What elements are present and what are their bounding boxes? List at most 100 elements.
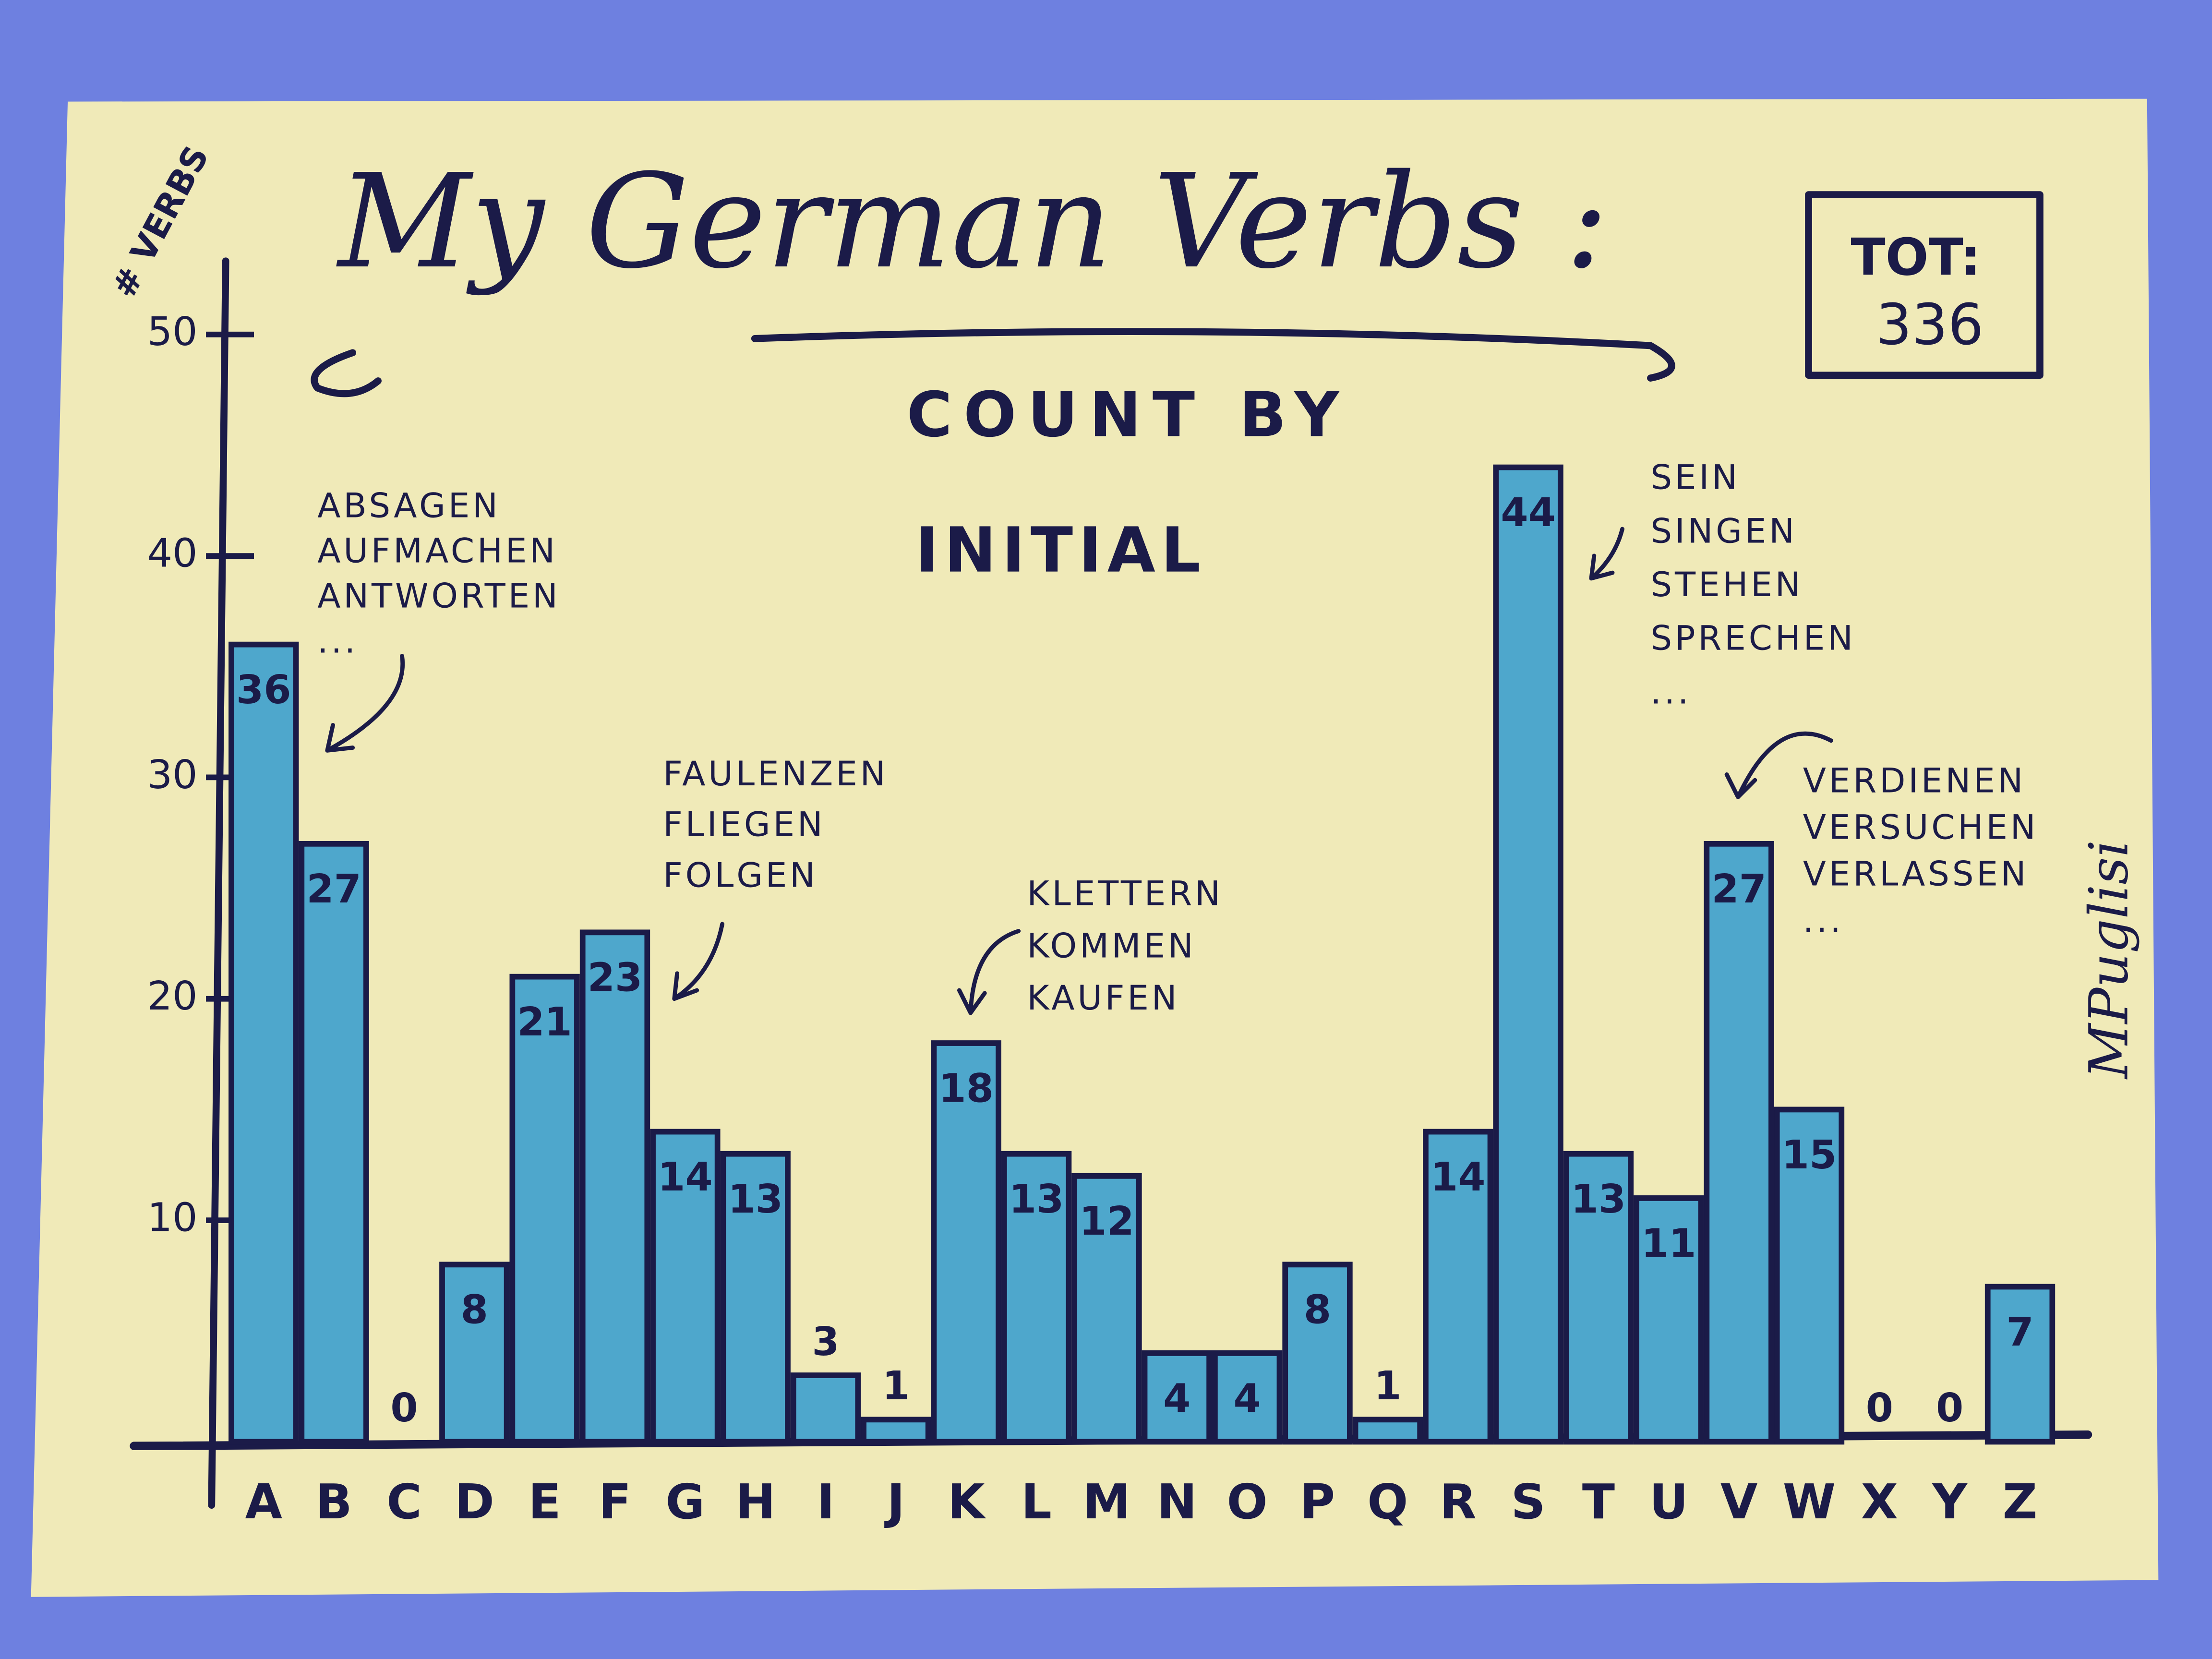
data-label: 13 (1571, 1177, 1626, 1222)
y-tick-label: 50 (147, 309, 198, 355)
x-tick-label: M (1083, 1474, 1130, 1530)
bar (1634, 1195, 1704, 1445)
x-tick-label: V (1720, 1474, 1757, 1530)
annotation-line: ... (1650, 672, 1691, 711)
signature: MPuglisi (2078, 840, 2140, 1080)
data-label: 7 (2006, 1310, 2033, 1355)
data-label: 13 (1009, 1177, 1064, 1222)
bar (1563, 1151, 1634, 1445)
bar (1774, 1106, 1845, 1445)
data-label: 1 (1374, 1363, 1401, 1409)
total-value: 336 (1876, 292, 1984, 358)
data-label: 44 (1501, 490, 1555, 536)
total-box (1805, 191, 2044, 379)
annotation-arrow (957, 929, 1021, 1015)
x-tick-label: E (529, 1474, 561, 1530)
annotation-line: KAUFEN (1027, 978, 1179, 1018)
data-label: 11 (1641, 1221, 1696, 1266)
bar (228, 641, 299, 1445)
data-label: 36 (236, 667, 291, 713)
x-tick-label: Z (2003, 1474, 2037, 1530)
bar (861, 1417, 931, 1445)
data-label: 4 (1234, 1376, 1261, 1421)
annotation-line: FOLGEN (663, 855, 818, 895)
x-tick-label: S (1511, 1474, 1546, 1530)
annotation-line: ANTWORTEN (317, 577, 560, 616)
data-label: 15 (1782, 1132, 1837, 1178)
x-tick-label: O (1227, 1474, 1268, 1530)
bar (1352, 1417, 1423, 1445)
data-label: 8 (461, 1287, 488, 1333)
y-axis (208, 257, 229, 1509)
x-tick-label: K (948, 1474, 986, 1530)
annotation-line: AUFMACHEN (317, 531, 558, 571)
x-tick-label: R (1440, 1474, 1477, 1530)
x-tick-label: Y (1932, 1474, 1968, 1530)
data-label: 0 (1866, 1385, 1893, 1431)
y-tick-label: 30 (147, 752, 198, 798)
bar (1071, 1173, 1142, 1445)
annotation-line: STEHEN (1650, 565, 1803, 604)
annotation-line: SPRECHEN (1650, 619, 1855, 658)
bar (720, 1151, 791, 1445)
y-tick-label: 40 (147, 531, 198, 577)
x-tick-label: D (455, 1474, 494, 1530)
data-label: 4 (1163, 1376, 1190, 1421)
x-tick-label: X (1861, 1474, 1898, 1530)
annotation-arrow (672, 922, 725, 1001)
x-tick-label: T (1582, 1474, 1615, 1530)
annotation-line: VERSUCHEN (1803, 808, 2039, 847)
x-tick-label: I (817, 1474, 834, 1530)
annotation-line: ABSAGEN (317, 486, 501, 525)
data-label: 27 (1711, 866, 1766, 912)
annotation-arrow (1589, 527, 1624, 581)
x-tick-label: W (1783, 1474, 1836, 1530)
annotation-line: FLIEGEN (663, 805, 825, 844)
annotation-line: KLETTERN (1027, 874, 1223, 914)
data-label: 23 (588, 955, 642, 1001)
subtitle: COUNT BY (907, 379, 1350, 451)
annotation-line: KOMMEN (1027, 926, 1196, 965)
x-tick-label: H (735, 1474, 776, 1530)
data-label: 14 (658, 1154, 712, 1200)
y-tick-label: 20 (147, 974, 198, 1019)
annotation-line: ... (1803, 901, 1844, 940)
x-tick-label: Q (1367, 1474, 1408, 1530)
bar (1984, 1284, 2056, 1445)
data-label: 8 (1304, 1287, 1331, 1333)
title-underline (311, 328, 1675, 397)
x-tick-label: J (884, 1474, 905, 1530)
data-label: 1 (882, 1363, 910, 1409)
bar (1001, 1151, 1072, 1445)
annotation-line: SINGEN (1650, 511, 1797, 551)
annotation-line: VERLASSEN (1803, 854, 2029, 893)
bar (790, 1372, 861, 1445)
x-tick-label: N (1157, 1474, 1197, 1530)
annotation-arrow (1724, 731, 1833, 799)
bar (1282, 1262, 1353, 1445)
subtitle: INITIAL (915, 515, 1206, 587)
bar (1493, 464, 1563, 1445)
chart-title: My German Verbs : (336, 146, 1609, 297)
x-tick-label: L (1021, 1474, 1052, 1530)
bar (1212, 1350, 1283, 1445)
data-label: 13 (728, 1177, 782, 1222)
bar (1423, 1129, 1493, 1445)
data-label: 3 (812, 1319, 839, 1365)
data-label: 21 (517, 999, 572, 1045)
annotation-line: SEIN (1650, 458, 1740, 497)
x-tick-label: A (245, 1474, 282, 1530)
annotation-line: FAULENZEN (663, 754, 888, 793)
x-tick-label: F (599, 1474, 631, 1530)
annotation-arrow (325, 654, 405, 753)
data-label: 0 (390, 1385, 418, 1431)
bar (509, 974, 580, 1445)
y-tick-label: 10 (147, 1195, 198, 1241)
data-label: 14 (1431, 1154, 1485, 1200)
x-tick-label: B (316, 1474, 352, 1530)
total-label: TOT: (1851, 228, 1981, 287)
annotation-line: ... (317, 622, 358, 661)
x-tick-label: G (665, 1474, 705, 1530)
data-label: 18 (939, 1066, 994, 1111)
